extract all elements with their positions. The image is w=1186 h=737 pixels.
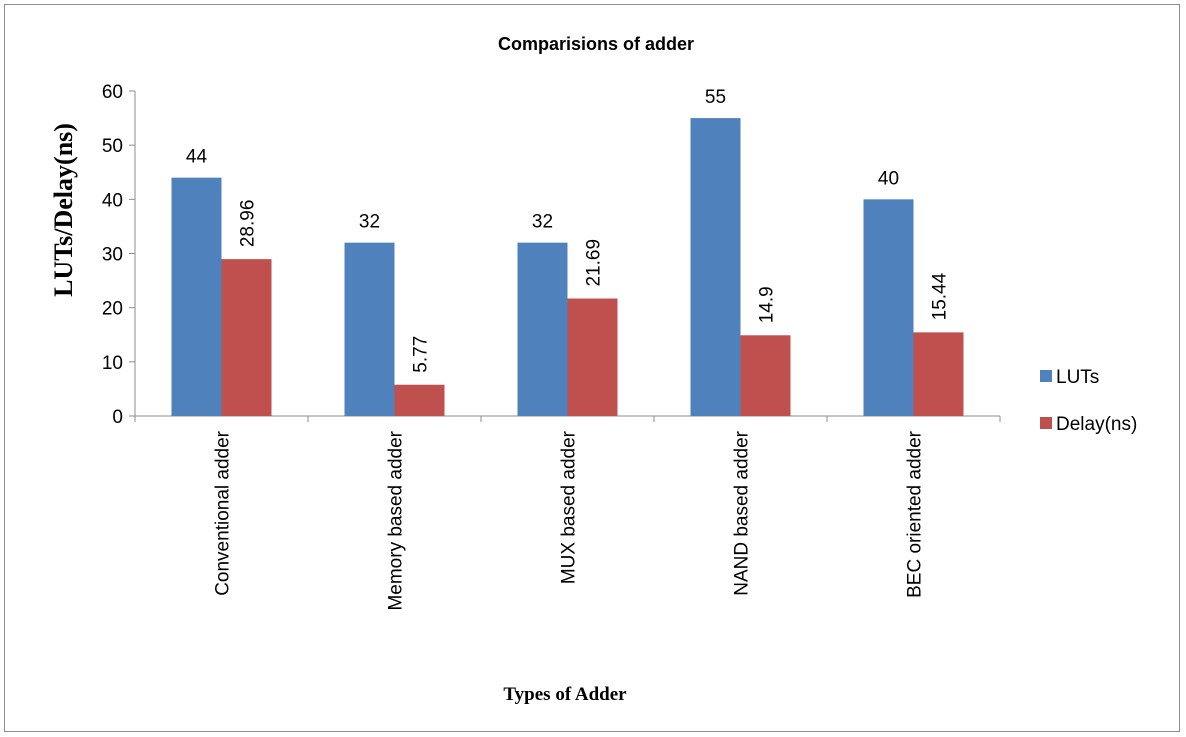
bar-luts — [171, 177, 222, 416]
y-tick-label: 60 — [102, 82, 123, 103]
data-label: 21.69 — [584, 239, 605, 287]
y-axis-label: LUTs/Delay(ns) — [49, 123, 78, 297]
legend-swatch — [1040, 370, 1052, 382]
data-label: 32 — [532, 212, 553, 233]
bar-delay-ns — [913, 332, 964, 416]
x-tick-label: Conventional adder — [213, 430, 234, 595]
y-tick-label: 0 — [112, 407, 123, 428]
bar-luts — [344, 242, 395, 416]
bar-luts — [690, 118, 741, 416]
data-label: 5.77 — [411, 336, 432, 373]
legend-label: LUTs — [1056, 367, 1099, 388]
y-tick-label: 10 — [102, 353, 123, 374]
x-axis-label: Types of Adder — [503, 684, 627, 705]
x-tick-label: MUX based adder — [559, 430, 580, 584]
legend-swatch — [1040, 417, 1052, 429]
x-tick-label: Memory based adder — [386, 430, 407, 610]
data-label: 15.44 — [930, 272, 951, 320]
y-tick-label: 30 — [102, 245, 123, 266]
data-label: 32 — [359, 212, 380, 233]
data-label: 14.9 — [757, 286, 778, 323]
legend-label: Delay(ns) — [1056, 414, 1137, 435]
bar-delay-ns — [394, 384, 445, 416]
y-tick-label: 20 — [102, 299, 123, 320]
legend: LUTs Delay(ns) — [1040, 367, 1137, 435]
y-tick-label: 40 — [102, 190, 123, 211]
bar-luts — [517, 242, 568, 416]
data-label: 44 — [186, 147, 208, 168]
data-label: 55 — [705, 87, 726, 108]
plot-area: 0 10 20 30 40 50 60 44 28.96 Conventional adder 32… — [102, 82, 1001, 611]
bar-luts — [863, 199, 914, 416]
data-label: 28.96 — [238, 200, 259, 248]
x-tick-label: BEC oriented adder — [905, 430, 926, 598]
bar-delay-ns — [567, 298, 618, 416]
x-tick-label: NAND based adder — [732, 430, 753, 595]
chart-title: Comparisions of adder — [498, 34, 694, 54]
y-tick-label: 50 — [102, 136, 123, 157]
bar-delay-ns — [740, 335, 791, 416]
data-label: 40 — [878, 168, 899, 189]
bar-delay-ns — [221, 259, 272, 416]
